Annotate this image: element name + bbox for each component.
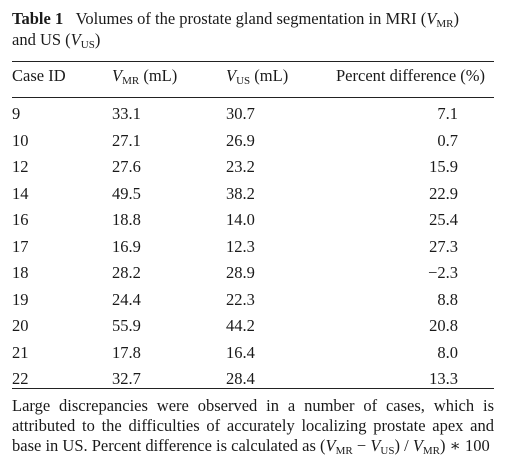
- cell-percent-difference: 8.8: [437, 289, 458, 309]
- table-row: 17 16.9 12.3 27.3: [12, 237, 494, 264]
- cell-vus: 28.4: [226, 369, 255, 388]
- table-caption: Table 1 Volumes of the prostate gland se…: [12, 8, 494, 51]
- cell-vus: 26.9: [226, 130, 255, 150]
- cell-vus: 23.2: [226, 157, 255, 176]
- cell-case-id: 17: [12, 236, 29, 256]
- table-row: 20 55.9 44.2 20.8: [12, 316, 494, 343]
- cell-vmr: 18.8: [112, 210, 141, 229]
- table-body: 9 33.1 30.7 7.1 10 27.1 26.9 0.7 12 27.6…: [12, 104, 494, 396]
- bottom-rule: [12, 388, 494, 389]
- cell-vmr: 28.2: [112, 263, 141, 282]
- cell-percent-difference: 0.7: [437, 130, 458, 150]
- cell-vus: 30.7: [226, 104, 255, 123]
- cell-vus: 38.2: [226, 183, 255, 203]
- caption-text: Volumes of the prostate gland segmentati…: [12, 9, 460, 51]
- cell-case-id: 21: [12, 342, 29, 362]
- cell-vmr: 27.1: [112, 130, 141, 150]
- footnote-formula-line: base in US. Percent difference is calcul…: [12, 436, 490, 457]
- cell-vus: 28.9: [226, 263, 255, 282]
- table-row: 18 28.2 28.9 −2.3: [12, 263, 494, 290]
- cell-percent-difference: 8.0: [437, 342, 458, 362]
- footnote-line: attributed to the difficulties of accura…: [12, 416, 494, 435]
- cell-case-id: 14: [12, 183, 29, 203]
- cell-case-id: 20: [12, 316, 29, 335]
- cell-percent-difference: −2.3: [428, 263, 458, 282]
- cell-vus: 22.3: [226, 289, 255, 309]
- header-vus: VUS (mL): [226, 66, 289, 87]
- cell-vus: 14.0: [226, 210, 255, 229]
- cell-vmr: 33.1: [112, 104, 141, 123]
- cell-case-id: 9: [12, 104, 21, 123]
- cell-vmr: 55.9: [112, 316, 141, 335]
- cell-percent-difference: 27.3: [429, 236, 458, 256]
- cell-case-id: 22: [12, 369, 29, 388]
- table-figure: Table 1 Volumes of the prostate gland se…: [12, 8, 494, 457]
- cell-vus: 44.2: [226, 316, 255, 335]
- cell-case-id: 10: [12, 130, 29, 150]
- cell-vus: 16.4: [226, 342, 255, 362]
- cell-vmr: 32.7: [112, 369, 141, 388]
- table-row: 19 24.4 22.3 8.8: [12, 290, 494, 317]
- table-label: Table 1: [12, 9, 64, 28]
- cell-case-id: 12: [12, 157, 29, 176]
- cell-percent-difference: 15.9: [429, 157, 458, 176]
- table-header-row: Case ID VMR (mL) VUS (mL) Percent differ…: [12, 66, 494, 90]
- cell-vmr: 27.6: [112, 157, 141, 176]
- header-vmr: VMR (mL): [112, 66, 178, 87]
- cell-vmr: 16.9: [112, 236, 141, 256]
- cell-case-id: 18: [12, 263, 29, 282]
- table-row: 21 17.8 16.4 8.0: [12, 343, 494, 370]
- cell-percent-difference: 20.8: [429, 316, 458, 335]
- cell-vus: 12.3: [226, 236, 255, 256]
- footnote-line: Large discrepancies were observed in a n…: [12, 396, 494, 415]
- table-footnote: Large discrepancies were observed in a n…: [12, 396, 494, 457]
- table-row: 10 27.1 26.9 0.7: [12, 131, 494, 158]
- top-rule: [12, 61, 494, 62]
- header-percent-difference: Percent difference (%): [336, 66, 486, 85]
- cell-percent-difference: 13.3: [429, 369, 458, 388]
- header-rule: [12, 97, 494, 98]
- cell-vmr: 17.8: [112, 342, 141, 362]
- table-row: 22 32.7 28.4 13.3: [12, 369, 494, 396]
- header-case-id: Case ID: [12, 66, 66, 85]
- cell-case-id: 16: [12, 210, 29, 229]
- table-row: 12 27.6 23.2 15.9: [12, 157, 494, 184]
- cell-vmr: 49.5: [112, 183, 141, 203]
- cell-case-id: 19: [12, 289, 29, 309]
- cell-percent-difference: 22.9: [429, 183, 458, 203]
- cell-percent-difference: 25.4: [429, 210, 458, 229]
- cell-vmr: 24.4: [112, 289, 141, 309]
- cell-percent-difference: 7.1: [437, 104, 458, 123]
- table-row: 9 33.1 30.7 7.1: [12, 104, 494, 131]
- table-row: 14 49.5 38.2 22.9: [12, 184, 494, 211]
- table-row: 16 18.8 14.0 25.4: [12, 210, 494, 237]
